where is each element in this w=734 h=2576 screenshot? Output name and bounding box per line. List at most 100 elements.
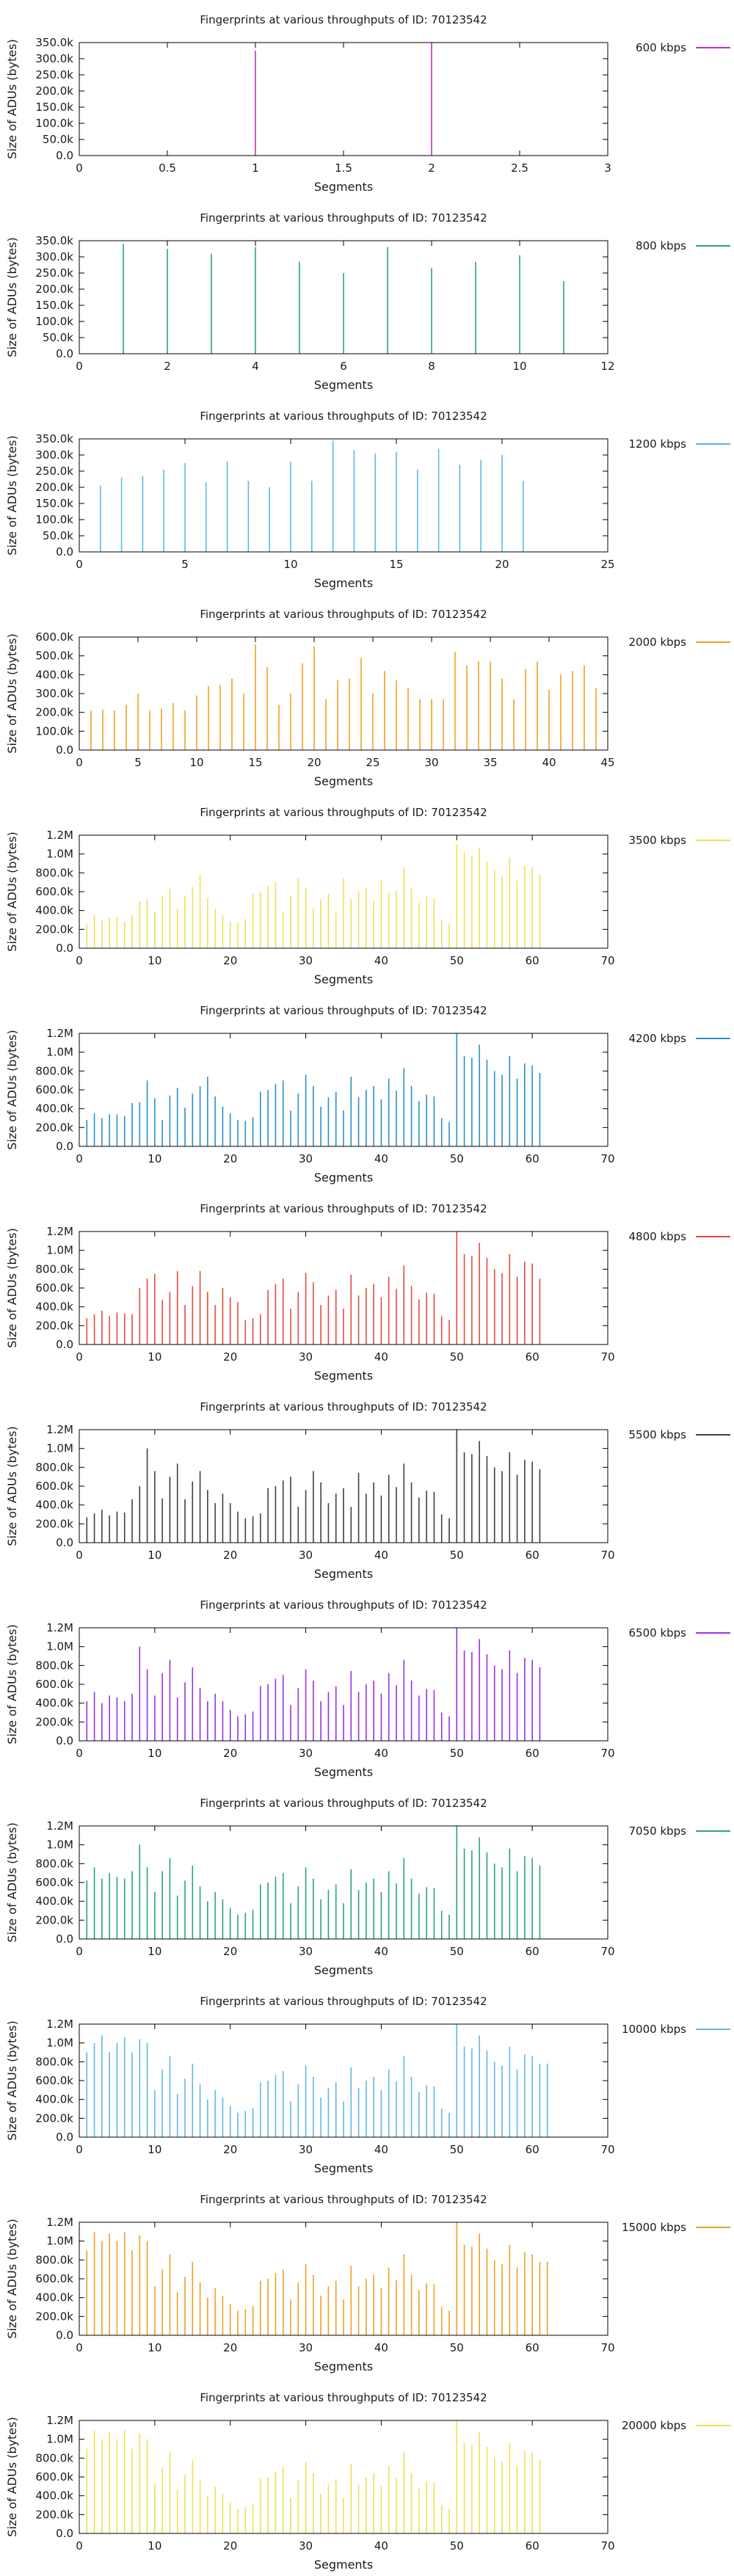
y-tick-label: 1.2M <box>46 1819 73 1833</box>
chart-title: Fingerprints at various throughputs of I… <box>200 1202 487 1215</box>
x-tick-label: 2 <box>428 161 435 175</box>
x-tick-label: 60 <box>526 2539 539 2553</box>
chart-svg: Fingerprints at various throughputs of I… <box>5 211 730 392</box>
y-tick-label: 200.0k <box>35 1715 73 1728</box>
legend-label: 800 kbps <box>636 239 686 252</box>
chart-title: Fingerprints at various throughputs of I… <box>200 13 487 26</box>
x-tick-label: 0 <box>76 2341 83 2354</box>
y-tick-label: 1.2M <box>46 1027 73 1040</box>
bar-series <box>86 1826 541 1939</box>
y-tick-label: 0.0 <box>56 1536 73 1549</box>
y-tick-label: 300.0k <box>35 52 73 65</box>
chart-panel-11: Fingerprints at various throughputs of I… <box>0 1982 734 2180</box>
x-tick-label: 8 <box>428 360 435 373</box>
chart-panel-13: Fingerprints at various throughputs of I… <box>0 2378 734 2576</box>
x-tick-label: 10 <box>283 558 297 571</box>
legend-label: 3500 kbps <box>629 834 687 847</box>
chart-svg: Fingerprints at various throughputs of I… <box>5 1400 730 1581</box>
bar-series <box>255 43 432 156</box>
legend: 600 kbps <box>636 41 730 54</box>
x-tick-label: 40 <box>374 954 388 967</box>
legend-label: 15000 kbps <box>622 2221 686 2234</box>
plot-frame <box>79 2023 608 2138</box>
y-tick-label: 600.0k <box>35 1083 73 1096</box>
x-tick-label: 4 <box>252 360 259 373</box>
x-tick-label: 0 <box>76 756 83 769</box>
y-tick-label: 200.0k <box>35 923 73 936</box>
legend: 800 kbps <box>636 239 730 252</box>
y-tick-label: 350.0k <box>35 36 73 49</box>
y-axis-label: Size of ADUs (bytes) <box>5 2020 19 2140</box>
x-tick-label: 10 <box>148 1549 161 1562</box>
x-tick-label: 60 <box>526 2143 539 2156</box>
x-tick-label: 2 <box>164 360 171 373</box>
plot-frame <box>79 1033 608 1147</box>
y-tick-label: 200.0k <box>35 2111 73 2125</box>
x-tick-label: 50 <box>450 2341 464 2354</box>
x-tick-label: 40 <box>374 2143 388 2156</box>
y-tick-label: 150.0k <box>35 299 73 312</box>
x-tick-label: 50 <box>450 1152 464 1165</box>
chart-title: Fingerprints at various throughputs of I… <box>200 211 487 225</box>
y-tick-label: 0.0 <box>56 743 73 757</box>
chart-svg: Fingerprints at various throughputs of I… <box>5 608 730 788</box>
legend: 15000 kbps <box>622 2221 730 2234</box>
x-tick-label: 0 <box>76 2539 83 2553</box>
x-axis-label: Segments <box>314 774 373 788</box>
x-tick-label: 0 <box>76 558 83 571</box>
y-tick-label: 200.0k <box>35 481 73 494</box>
y-axis-label: Size of ADUs (bytes) <box>5 1624 19 1744</box>
x-tick-label: 20 <box>223 2143 237 2156</box>
y-tick-label: 200.0k <box>35 1913 73 1926</box>
legend: 4200 kbps <box>629 1032 730 1045</box>
x-tick-label: 20 <box>223 1152 237 1165</box>
y-tick-label: 800.0k <box>35 1460 73 1474</box>
x-tick-label: 20 <box>307 756 321 769</box>
x-tick-label: 0 <box>76 161 83 175</box>
y-axis-label: Size of ADUs (bytes) <box>5 39 19 159</box>
x-tick-label: 50 <box>450 1747 464 1760</box>
plot-frame <box>79 1825 608 1940</box>
x-tick-label: 50 <box>450 1549 464 1562</box>
legend-label: 20000 kbps <box>622 2419 686 2432</box>
x-tick-label: 20 <box>223 1350 237 1364</box>
y-tick-label: 0.0 <box>56 149 73 162</box>
chart-panel-12: Fingerprints at various throughputs of I… <box>0 2180 734 2378</box>
y-tick-label: 100.0k <box>35 513 73 526</box>
x-tick-label: 30 <box>299 1549 313 1562</box>
y-tick-label: 200.0k <box>35 1121 73 1134</box>
chart-panel-6: Fingerprints at various throughputs of I… <box>0 991 734 1189</box>
x-tick-label: 70 <box>600 1945 614 1958</box>
y-axis-label: Size of ADUs (bytes) <box>5 237 19 357</box>
y-axis-label: Size of ADUs (bytes) <box>5 633 19 753</box>
y-tick-label: 0.0 <box>56 347 73 360</box>
y-tick-label: 250.0k <box>35 68 73 81</box>
y-tick-label: 1.2M <box>46 1621 73 1634</box>
x-tick-label: 1 <box>252 161 259 175</box>
x-tick-label: 70 <box>600 2341 614 2354</box>
y-axis-label: Size of ADUs (bytes) <box>5 1822 19 1942</box>
chart-panel-5: Fingerprints at various throughputs of I… <box>0 793 734 991</box>
x-axis-label: Segments <box>314 1369 373 1383</box>
y-tick-label: 1.0M <box>46 2235 73 2248</box>
y-tick-label: 800.0k <box>35 1064 73 1077</box>
x-tick-label: 30 <box>299 2143 313 2156</box>
legend: 7050 kbps <box>629 1824 730 1838</box>
y-tick-label: 1.0M <box>46 2433 73 2446</box>
chart-title: Fingerprints at various throughputs of I… <box>200 2193 487 2206</box>
y-tick-label: 250.0k <box>35 266 73 280</box>
y-tick-label: 200.0k <box>35 84 73 98</box>
x-tick-label: 70 <box>600 1549 614 1562</box>
x-tick-label: 50 <box>450 954 464 967</box>
plot-frame <box>79 1627 608 1742</box>
bar-series <box>86 2024 548 2137</box>
y-tick-label: 100.0k <box>35 724 73 738</box>
bar-series <box>86 1628 541 1741</box>
plot-frame <box>79 42 608 156</box>
x-tick-label: 0.5 <box>159 161 176 175</box>
x-tick-label: 0 <box>76 1945 83 1958</box>
y-axis-label: Size of ADUs (bytes) <box>5 832 19 951</box>
y-tick-label: 800.0k <box>35 1659 73 1672</box>
x-tick-label: 60 <box>526 2341 539 2354</box>
